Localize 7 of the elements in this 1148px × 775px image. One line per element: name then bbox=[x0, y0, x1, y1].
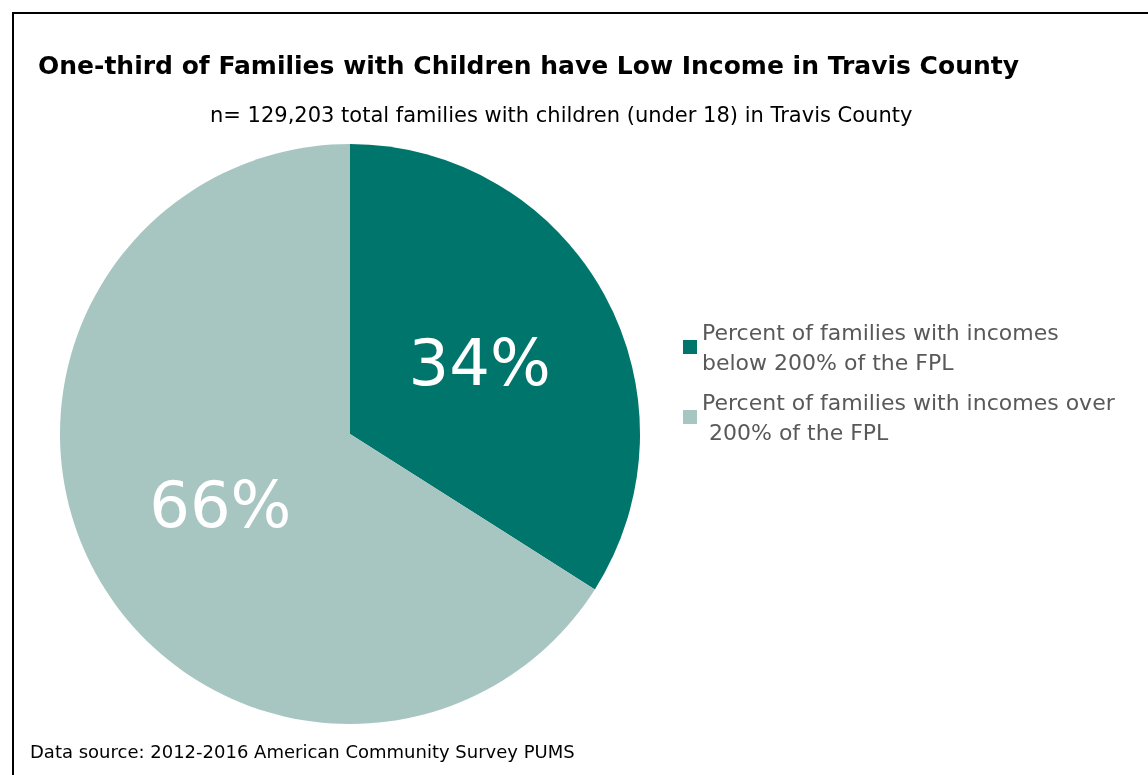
legend-label: Percent of families with incomes below 200% of the FPL bbox=[702, 319, 1066, 375]
data-label: 66% bbox=[149, 468, 292, 543]
chart-subtitle: n= 129,203 total families with children (under 18) in Travis County bbox=[210, 102, 913, 127]
data-label: 34% bbox=[408, 325, 551, 400]
chart-title: One-third of Families with Children have Low Income in Travis County bbox=[38, 51, 1019, 80]
legend-label: Percent of families with incomes over 200% of the FPL bbox=[702, 389, 1116, 445]
source-note: Data source: 2012-2016 American Community Survey PUMS bbox=[30, 740, 575, 762]
